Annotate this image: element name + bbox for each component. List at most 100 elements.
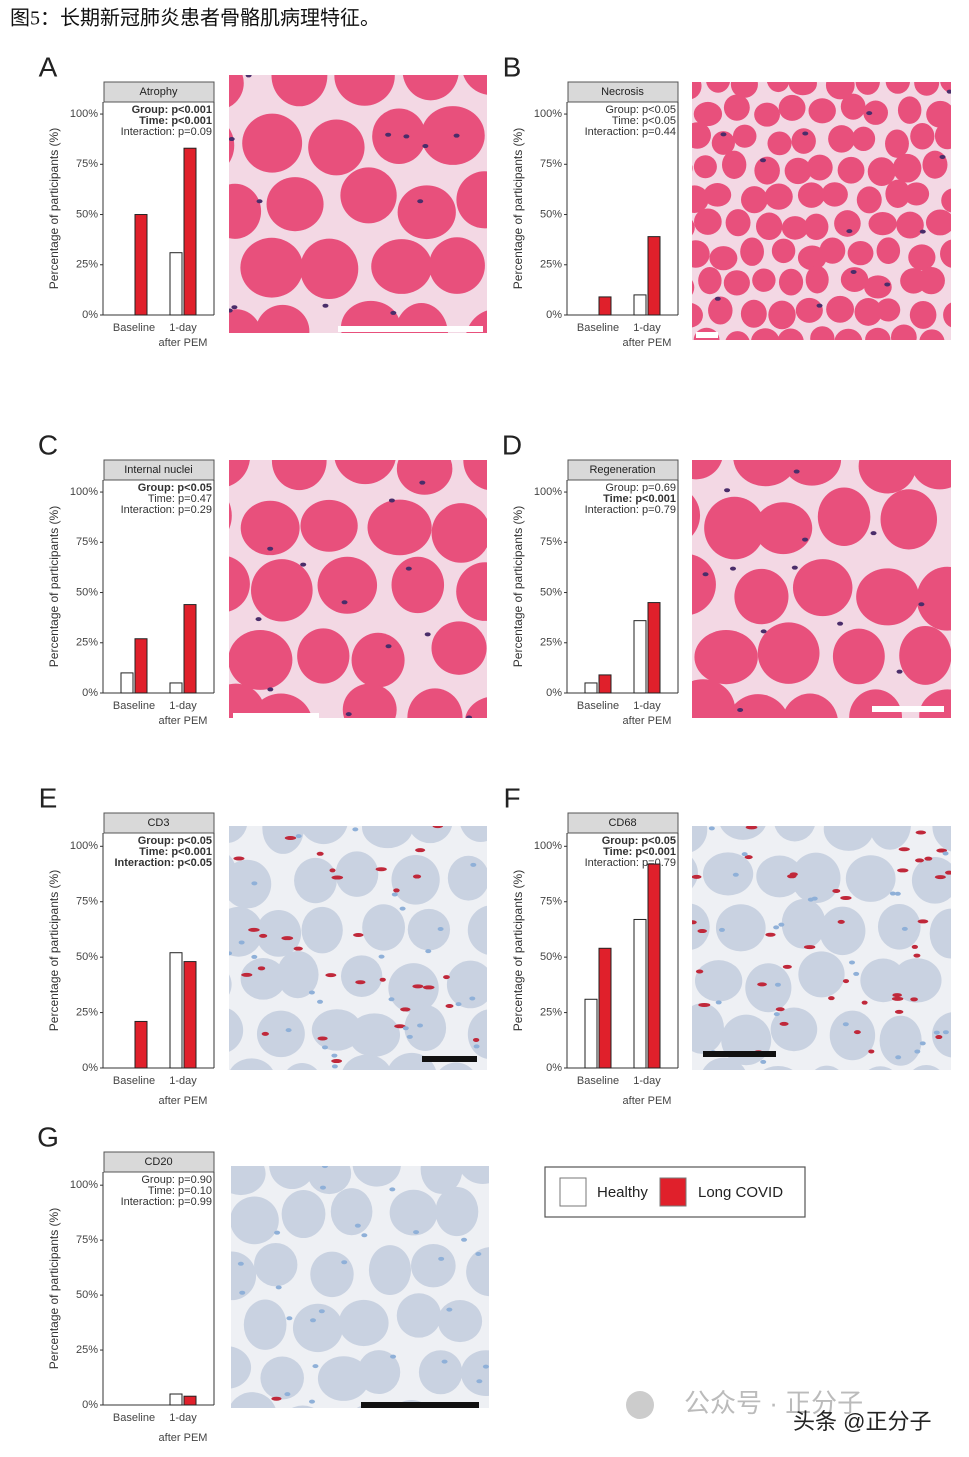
fiber: [922, 150, 948, 179]
annotation: Interaction: p=0.79: [585, 504, 676, 516]
fiber: [446, 960, 487, 1009]
fiber: [890, 324, 917, 340]
fiber: [727, 694, 789, 718]
y-tick-label: 50%: [540, 951, 562, 963]
fiber: [763, 1066, 793, 1070]
nucleus: [724, 488, 731, 493]
fiber: [357, 1350, 401, 1395]
fiber: [371, 239, 432, 294]
x-tick-label: Baseline: [577, 700, 619, 712]
fiber: [692, 495, 701, 536]
x-tick-label: 1-day: [633, 700, 661, 712]
fiber: [845, 855, 896, 902]
fiber: [740, 237, 764, 266]
stain-spot: [842, 979, 850, 984]
fiber: [856, 568, 919, 626]
nucleus: [399, 906, 406, 911]
stain-spot: [379, 977, 386, 982]
fiber: [798, 951, 845, 998]
scale-bar: [872, 706, 944, 712]
bar: [134, 1020, 148, 1069]
nucleus: [470, 862, 477, 867]
fiber: [439, 1062, 473, 1070]
nucleus: [946, 89, 951, 94]
stain-spot: [915, 858, 925, 863]
fiber: [804, 213, 829, 241]
nucleus: [802, 131, 809, 136]
nucleus: [939, 154, 946, 159]
fiber: [420, 1166, 463, 1194]
y-tick-label: 25%: [540, 259, 562, 271]
fiber: [242, 113, 303, 173]
nucleus: [884, 282, 891, 287]
strip: [103, 459, 215, 481]
fiber: [276, 950, 319, 999]
stain-spot: [415, 848, 426, 853]
micrograph: [231, 1166, 489, 1408]
stain-spot: [329, 868, 336, 873]
nucleus: [942, 1030, 949, 1035]
y-tick-label: 100%: [70, 1179, 98, 1191]
x-tick-label: 1-day: [633, 1075, 661, 1087]
y-tick-label: 50%: [76, 208, 98, 220]
scale-bar: [422, 1056, 477, 1062]
nucleus: [284, 1392, 291, 1397]
nucleus: [251, 881, 258, 886]
nucleus: [267, 546, 274, 551]
nucleus: [778, 922, 785, 927]
stain-spot: [837, 919, 845, 924]
fiber: [778, 94, 806, 121]
nucleus: [846, 229, 853, 234]
y-axis-label: Percentage of participants (%): [511, 506, 525, 667]
nucleus: [361, 1233, 368, 1238]
nucleus: [802, 537, 809, 542]
stain-spot: [400, 1007, 411, 1012]
nucleus: [473, 1044, 480, 1049]
fiber: [463, 75, 487, 95]
stain-spot: [757, 982, 767, 987]
stain-spot: [779, 1021, 789, 1026]
y-tick-label: 0%: [546, 1062, 562, 1074]
fiber: [826, 295, 855, 323]
y-tick-label: 100%: [70, 486, 98, 498]
stain-spot: [331, 1059, 343, 1064]
nucleus: [310, 1318, 317, 1323]
nucleus: [708, 826, 715, 831]
fiber: [692, 240, 710, 268]
fiber: [300, 238, 359, 300]
fiber: [767, 131, 792, 156]
nucleus: [391, 892, 398, 897]
x-tick-label: Baseline: [113, 1075, 155, 1087]
nucleus: [837, 621, 844, 626]
fiber: [721, 1014, 772, 1066]
nucleus: [419, 480, 426, 485]
fiber: [715, 904, 766, 952]
fiber: [940, 82, 951, 94]
panel-label: A: [39, 51, 58, 82]
y-tick-label: 75%: [76, 536, 98, 548]
fiber: [860, 958, 906, 1003]
fiber: [465, 697, 487, 718]
fiber: [808, 98, 836, 124]
micrograph: [229, 460, 487, 718]
stain-spot: [284, 836, 297, 841]
nucleus: [482, 1364, 489, 1369]
nucleus: [914, 1049, 921, 1054]
nucleus: [774, 982, 781, 987]
nucleus: [389, 1187, 396, 1192]
strip: [567, 459, 679, 481]
fiber: [702, 1057, 746, 1070]
fiber: [466, 310, 487, 333]
stain-spot: [695, 969, 704, 974]
nucleus: [229, 951, 233, 956]
x-tick-label: Baseline: [577, 322, 619, 334]
fiber: [849, 689, 903, 718]
stain-spot: [840, 895, 852, 900]
fiber: [342, 1054, 391, 1070]
fiber: [770, 1007, 818, 1052]
bar: [633, 620, 647, 694]
nucleus: [446, 1307, 453, 1312]
nucleus: [331, 1053, 338, 1058]
fiber: [774, 826, 815, 842]
stain-spot: [853, 1030, 861, 1035]
